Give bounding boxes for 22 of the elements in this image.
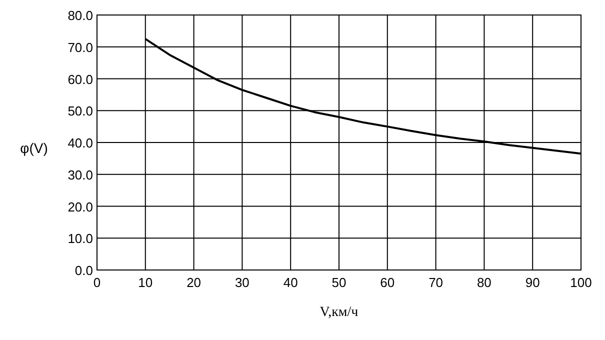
x-tick-label: 90	[525, 275, 540, 290]
y-tick-label: 10.0	[68, 231, 93, 246]
x-axis-title: V,км/ч	[320, 305, 358, 320]
y-tick-label: 0.0	[74, 263, 93, 278]
x-tick-label: 50	[332, 275, 346, 290]
y-axis-title: φ(V)	[20, 140, 48, 156]
y-tick-label: 70.0	[68, 40, 93, 55]
x-tick-label: 40	[283, 275, 298, 290]
y-tick-label: 60.0	[68, 72, 93, 87]
y-tick-label: 20.0	[68, 199, 93, 214]
x-tick-label: 0	[93, 275, 101, 290]
x-tick-label: 10	[138, 275, 153, 290]
x-tick-label: 30	[234, 275, 250, 290]
y-tick-label: 30.0	[68, 167, 93, 182]
x-tick-label: 80	[476, 275, 492, 290]
x-tick-label: 100	[570, 275, 592, 290]
y-tick-label: 40.0	[68, 136, 93, 150]
y-tick-label: 50.0	[68, 104, 93, 119]
x-tick-label: 20	[186, 275, 202, 290]
y-tick-label: 80.0	[68, 8, 93, 23]
x-tick-label: 70	[428, 275, 444, 290]
x-tick-label: 60	[380, 275, 395, 290]
